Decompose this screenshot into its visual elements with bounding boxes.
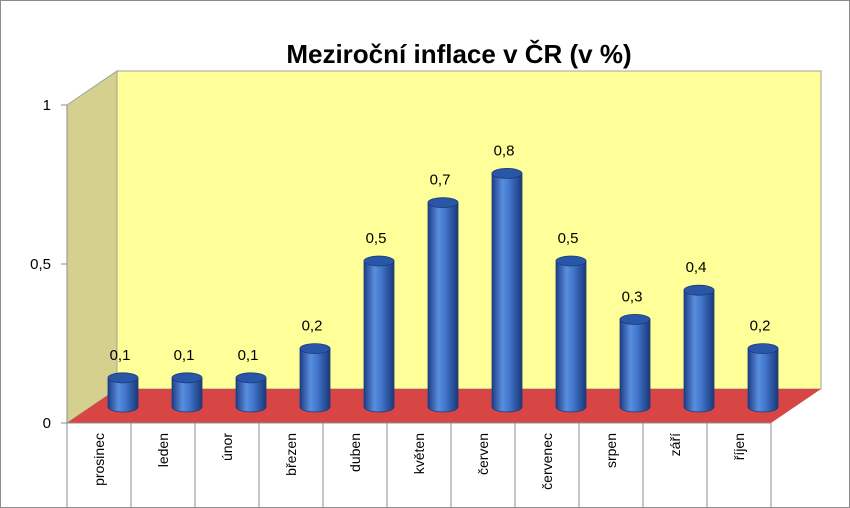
data-label: 0,5 xyxy=(366,230,387,247)
data-labels: 0,1 0,1 0,1 0,2 0,5 0,7 0,8 0,5 0,3 0,4 0,2 xyxy=(110,142,771,363)
bar-top xyxy=(747,343,779,355)
bar-top xyxy=(299,343,331,355)
chart-title: Meziroční inflace v ČR (v %) xyxy=(286,39,631,69)
bar xyxy=(299,343,331,413)
bar xyxy=(171,372,203,413)
data-label: 0,1 xyxy=(238,347,259,364)
bars xyxy=(107,167,779,413)
category-label: březen xyxy=(283,433,299,476)
category-axis: prosinec leden únor březen duben květen červen… xyxy=(66,422,772,507)
data-label: 0,2 xyxy=(750,318,771,335)
bar-top xyxy=(235,372,267,384)
bar-body xyxy=(235,377,267,413)
data-label: 0,1 xyxy=(174,347,195,364)
bar-top xyxy=(107,372,139,384)
bar-top xyxy=(619,313,651,325)
bar-body xyxy=(491,173,523,413)
data-label: 0,8 xyxy=(494,142,515,159)
category-label: prosinec xyxy=(91,433,107,486)
category-label: srpen xyxy=(603,433,619,468)
bar-body xyxy=(363,260,395,413)
bar-body xyxy=(555,260,587,413)
category-label: září xyxy=(667,433,683,456)
y-axis: 00,51 xyxy=(30,97,67,432)
bar-top xyxy=(427,197,459,209)
bar xyxy=(235,372,267,413)
data-label: 0,4 xyxy=(686,259,707,276)
bar-body xyxy=(747,348,779,413)
bar-top xyxy=(363,255,395,267)
data-label: 0,1 xyxy=(110,347,131,364)
bar xyxy=(107,372,139,413)
bar-body xyxy=(683,289,715,413)
bar xyxy=(555,255,587,413)
category-label: leden xyxy=(155,433,171,467)
y-tick-label: 1 xyxy=(43,97,51,114)
data-label: 0,7 xyxy=(430,172,451,189)
bar-top xyxy=(683,284,715,296)
back-wall xyxy=(116,70,822,390)
bar-body xyxy=(299,348,331,413)
bar-body xyxy=(107,377,139,413)
bar xyxy=(491,167,523,413)
bar xyxy=(363,255,395,413)
category-label: červen xyxy=(475,433,491,475)
bar-body xyxy=(427,202,459,413)
bar-body xyxy=(171,377,203,413)
bar xyxy=(427,197,459,413)
bar xyxy=(619,313,651,413)
y-tick-label: 0 xyxy=(43,415,51,432)
category-label: květen xyxy=(411,433,427,474)
category-label: únor xyxy=(219,433,235,461)
bar xyxy=(747,343,779,413)
data-label: 0,5 xyxy=(558,230,579,247)
bar xyxy=(683,284,715,413)
category-label: duben xyxy=(347,433,363,472)
category-label: říjen xyxy=(731,433,747,460)
bar-top xyxy=(555,255,587,267)
data-label: 0,2 xyxy=(302,318,323,335)
data-label: 0,3 xyxy=(622,288,643,305)
side-wall xyxy=(66,70,118,424)
bar-top xyxy=(171,372,203,384)
category-label: červenec xyxy=(539,433,555,490)
bar-top xyxy=(491,167,523,179)
y-tick-label: 0,5 xyxy=(30,256,51,273)
bar-body xyxy=(619,319,651,413)
